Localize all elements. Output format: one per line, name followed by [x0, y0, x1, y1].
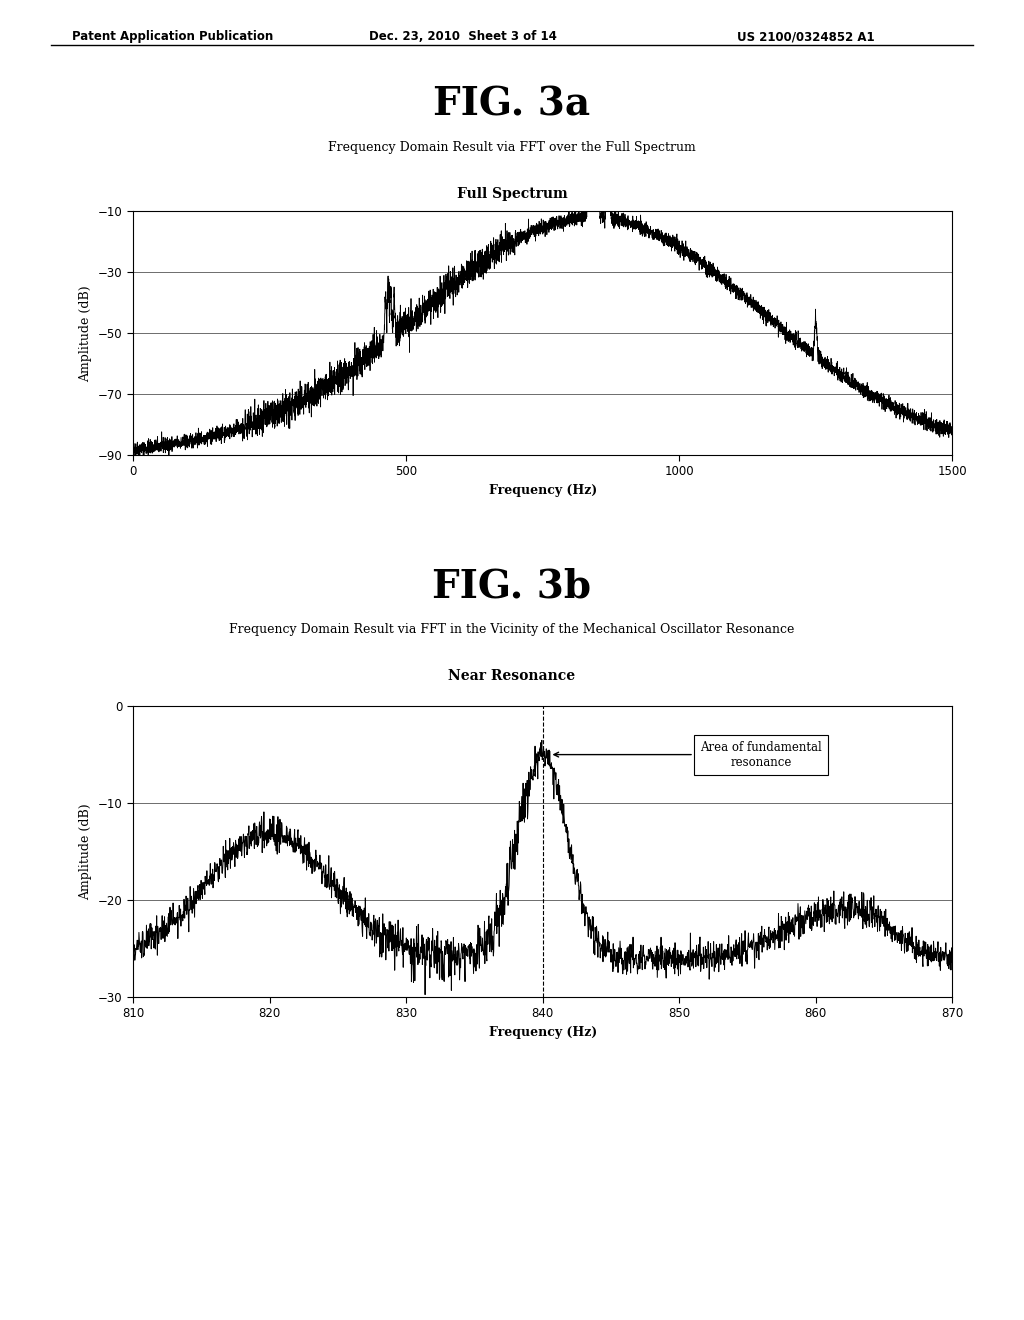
X-axis label: Frequency (Hz): Frequency (Hz)	[488, 1026, 597, 1039]
Text: Frequency Domain Result via FFT in the Vicinity of the Mechanical Oscillator Res: Frequency Domain Result via FFT in the V…	[229, 623, 795, 636]
Y-axis label: Amplitude (dB): Amplitude (dB)	[80, 803, 92, 900]
Y-axis label: Amplitude (dB): Amplitude (dB)	[80, 285, 92, 381]
Text: Area of fundamental
resonance: Area of fundamental resonance	[554, 741, 822, 768]
Text: Frequency Domain Result via FFT over the Full Spectrum: Frequency Domain Result via FFT over the…	[328, 141, 696, 154]
Text: Full Spectrum: Full Spectrum	[457, 187, 567, 202]
Text: Patent Application Publication: Patent Application Publication	[72, 30, 273, 44]
Text: FIG. 3a: FIG. 3a	[433, 86, 591, 124]
Text: US 2100/0324852 A1: US 2100/0324852 A1	[737, 30, 874, 44]
Text: Near Resonance: Near Resonance	[449, 669, 575, 684]
Text: FIG. 3b: FIG. 3b	[432, 568, 592, 606]
X-axis label: Frequency (Hz): Frequency (Hz)	[488, 483, 597, 496]
Text: Dec. 23, 2010  Sheet 3 of 14: Dec. 23, 2010 Sheet 3 of 14	[369, 30, 556, 44]
